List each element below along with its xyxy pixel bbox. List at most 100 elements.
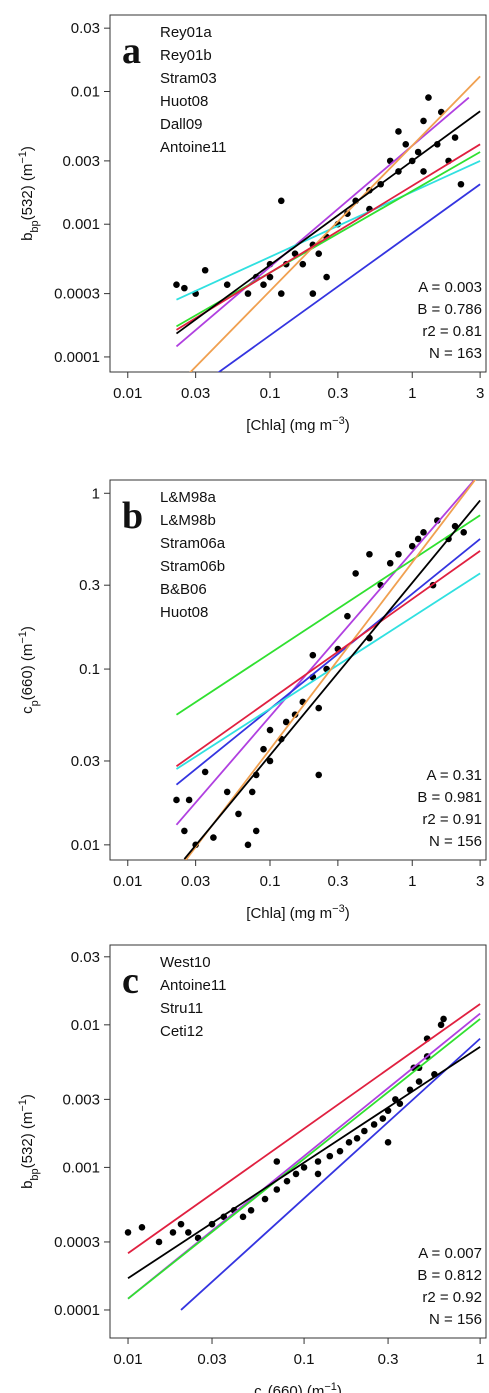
x-axis-label-part: )	[345, 905, 350, 922]
y-tick-label: 0.01	[71, 1017, 100, 1034]
x-tick-label: 0.01	[113, 385, 142, 402]
point	[201, 768, 209, 776]
point	[260, 281, 267, 289]
legend-label: Huot08	[160, 604, 208, 621]
point	[315, 250, 323, 257]
point	[315, 704, 323, 712]
point	[248, 788, 256, 796]
y-tick-label: 0.1	[79, 661, 100, 678]
y-tick-label: 0.3	[79, 577, 100, 594]
point	[210, 834, 217, 841]
fit-line	[175, 550, 481, 767]
x-tick-label: 0.3	[327, 873, 348, 890]
legend-label: Stru11	[160, 1000, 203, 1017]
stat-label: B = 0.786	[417, 301, 482, 318]
point	[173, 281, 180, 289]
regression-line	[127, 1046, 481, 1279]
regression-line	[183, 499, 481, 860]
x-tick-label: 0.1	[260, 873, 281, 890]
y-tick-label: 0.0003	[54, 286, 100, 303]
y-axis-label-part: (532) (m	[19, 164, 36, 221]
point	[283, 1177, 291, 1185]
legend-label: West10	[160, 954, 211, 971]
y-axis-label-part: −1	[17, 151, 29, 164]
y-axis-label-part: −1	[17, 631, 29, 644]
point	[173, 796, 180, 804]
point	[336, 1147, 344, 1155]
point	[185, 1229, 192, 1236]
point	[299, 260, 307, 268]
stat-label: r2 = 0.92	[422, 1289, 482, 1306]
point	[181, 284, 188, 292]
y-tick-label: 0.01	[71, 83, 100, 100]
fit-line	[180, 1037, 481, 1311]
y-axis-label-part: bp	[29, 1168, 41, 1180]
legend-label: L&M98a	[160, 489, 217, 506]
x-tick-label: 0.3	[378, 1351, 399, 1368]
regression-line	[175, 110, 481, 335]
y-axis-label-part: b	[19, 1181, 36, 1189]
point	[451, 134, 459, 141]
fit-line	[175, 514, 481, 716]
legend-label: Ceti12	[160, 1023, 203, 1040]
plot-area	[173, 480, 481, 860]
point	[420, 528, 427, 536]
stat-label: B = 0.981	[417, 789, 482, 806]
panel-letter: a	[122, 30, 141, 72]
legend-label: Rey01a	[160, 24, 212, 41]
point	[386, 559, 394, 567]
stat-label: A = 0.007	[418, 1245, 482, 1262]
x-tick-label: 3	[476, 873, 484, 890]
point	[273, 1158, 281, 1165]
fit-line	[176, 143, 481, 331]
point	[395, 550, 402, 558]
x-tick-label: 0.3	[327, 385, 348, 402]
point	[420, 168, 427, 175]
fit-line	[127, 1003, 481, 1254]
x-axis-label: cp(660) (m−1)	[254, 1381, 342, 1393]
x-tick-label: 1	[476, 1351, 484, 1368]
point	[379, 1115, 387, 1122]
x-tick-label: 3	[476, 385, 484, 402]
point	[345, 1138, 353, 1146]
point	[366, 550, 373, 558]
x-axis-label-part: (660) (m	[268, 1383, 325, 1393]
x-tick-label: 0.03	[197, 1351, 226, 1368]
point	[384, 1138, 392, 1146]
point	[323, 273, 330, 281]
plot-area	[124, 1003, 481, 1311]
point	[239, 1213, 247, 1221]
point	[344, 612, 351, 620]
legend-label: Stram06b	[160, 558, 225, 575]
point	[440, 1015, 447, 1023]
point	[177, 1220, 185, 1228]
y-tick-label: 0.001	[62, 1159, 100, 1176]
y-tick-label: 0.03	[71, 949, 100, 966]
point	[260, 745, 267, 753]
point	[273, 1186, 281, 1193]
point	[433, 141, 441, 148]
y-axis-label-part: )	[19, 1094, 36, 1099]
point	[252, 827, 260, 835]
x-axis-label-part: −3	[332, 903, 345, 915]
y-axis-label-part: −1	[17, 1099, 29, 1112]
x-tick-label: 1	[408, 385, 416, 402]
y-tick-label: 0.01	[71, 837, 100, 854]
legend-label: Stram06a	[160, 535, 226, 552]
stat-label: r2 = 0.81	[422, 323, 482, 340]
y-tick-label: 0.0003	[54, 1234, 100, 1251]
legend-label: Antoine11	[160, 139, 226, 156]
point	[244, 841, 252, 849]
point	[395, 128, 402, 135]
y-axis-label-part: bp	[29, 220, 41, 232]
point	[309, 290, 317, 297]
point	[457, 180, 465, 188]
x-axis-label: [Chla] (mg m−3)	[246, 415, 349, 434]
point	[223, 281, 231, 289]
x-tick-label: 0.1	[260, 385, 281, 402]
x-tick-label: 0.01	[113, 1351, 142, 1368]
point	[181, 827, 188, 835]
x-axis-label-part: [Chla] (mg m	[246, 905, 332, 922]
x-tick-label: 1	[408, 873, 416, 890]
